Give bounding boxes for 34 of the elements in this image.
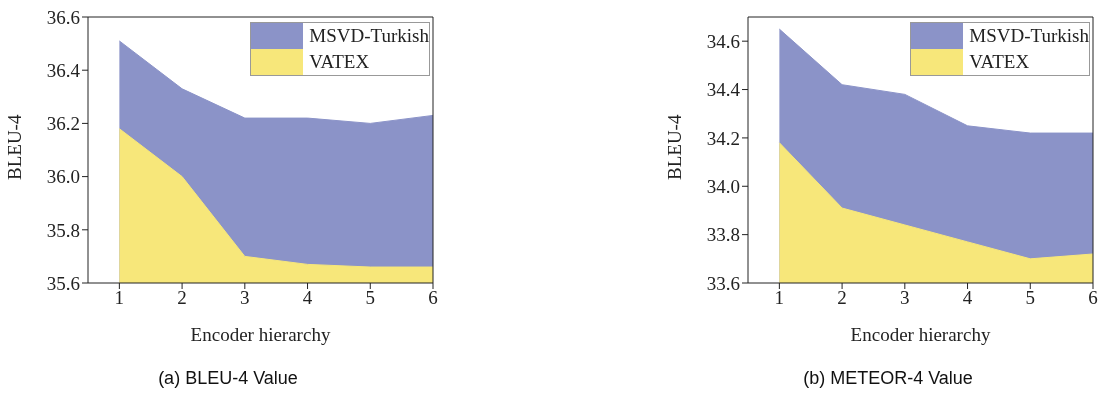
x-tick-label: 5 [1025, 287, 1036, 309]
x-axis-title: Encoder hierarchy [190, 324, 331, 345]
x-axis-title: Encoder hierarchy [850, 324, 991, 345]
x-tick-label: 1 [114, 287, 125, 309]
legend-label: MSVD-Turkish [969, 25, 1089, 47]
y-tick-label: 33.8 [706, 224, 740, 246]
y-tick-label: 36.6 [46, 6, 80, 28]
x-tick-label: 4 [962, 287, 973, 309]
x-tick-label: 6 [1088, 287, 1098, 309]
y-tick-label: 35.8 [46, 219, 80, 241]
x-tick-label: 1 [774, 287, 785, 309]
x-tick-label: 3 [900, 287, 910, 309]
y-tick-label: 36.2 [46, 113, 80, 135]
x-tick-label: 5 [365, 287, 376, 309]
y-tick-label: 33.6 [706, 272, 740, 294]
legend-label: VATEX [309, 51, 370, 73]
y-tick-label: 34.2 [706, 127, 740, 149]
y-tick-label: 36.0 [46, 166, 80, 188]
y-tick-label: 34.4 [706, 79, 741, 101]
x-tick-label: 2 [177, 287, 187, 309]
y-tick-label: 35.6 [46, 272, 80, 294]
text: (b) METEOR-4 Value [802, 368, 974, 389]
x-tick-label: 2 [837, 287, 847, 309]
text: (a) BLEU-4 Value [157, 368, 299, 389]
y-tick-label: 36.4 [46, 59, 81, 81]
y-axis-title: BLEU-4 [663, 114, 685, 180]
legend-label: VATEX [969, 51, 1030, 73]
y-tick-label: 34.6 [706, 30, 740, 52]
legend-label: MSVD-Turkish [309, 25, 429, 47]
x-tick-label: 3 [240, 287, 250, 309]
y-axis-title: BLEU-4 [3, 114, 25, 180]
x-tick-label: 6 [428, 287, 438, 309]
x-tick-label: 4 [302, 287, 313, 309]
y-tick-label: 34.0 [706, 176, 740, 198]
